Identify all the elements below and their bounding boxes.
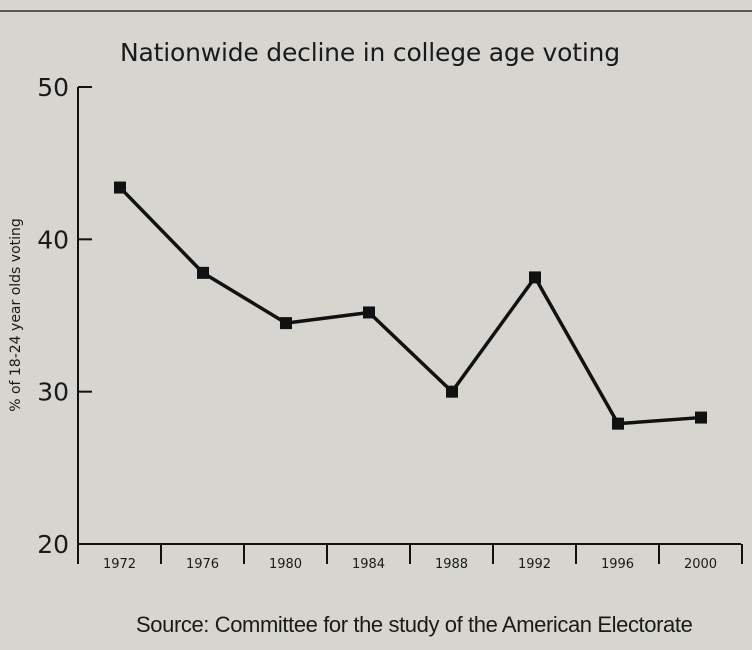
data-point-1972: [114, 181, 126, 194]
x-tick-label: 1972: [103, 557, 136, 572]
x-tick-label: 1996: [601, 557, 634, 572]
data-point-1996: [612, 417, 624, 430]
data-point-1976: [197, 266, 209, 279]
y-tick-label: 30: [37, 378, 69, 407]
x-tick-label: 1980: [269, 557, 302, 572]
x-tick-label: 1984: [352, 557, 385, 572]
data-point-1984: [363, 306, 375, 319]
x-tick-label: 2000: [684, 557, 717, 572]
source-note: Source: Committee for the study of the A…: [136, 612, 693, 637]
y-tick-label: 40: [37, 225, 69, 254]
top-divider: [0, 10, 752, 12]
series-line: [118, 186, 702, 426]
x-tick-label: 1992: [518, 557, 551, 572]
y-tick-label: 20: [37, 530, 69, 559]
data-point-1988: [446, 385, 458, 398]
data-point-1980: [280, 317, 292, 330]
data-point-1992: [529, 271, 541, 284]
data-point-2000: [695, 411, 707, 424]
series-group: [114, 181, 707, 430]
y-ticks: 20 30 40 50: [37, 73, 92, 559]
chart-title: Nationwide decline in college age voting: [120, 38, 620, 67]
x-tick-label: 1988: [435, 557, 468, 572]
x-ticks: 1972 1976 1980 1984 1988 1992 1996 2000: [77, 544, 743, 572]
x-tick-label: 1976: [186, 557, 219, 572]
y-tick-label: 50: [37, 73, 69, 102]
chart-axes: [77, 87, 741, 545]
y-axis-label: % of 18-24 year olds voting: [8, 218, 24, 412]
